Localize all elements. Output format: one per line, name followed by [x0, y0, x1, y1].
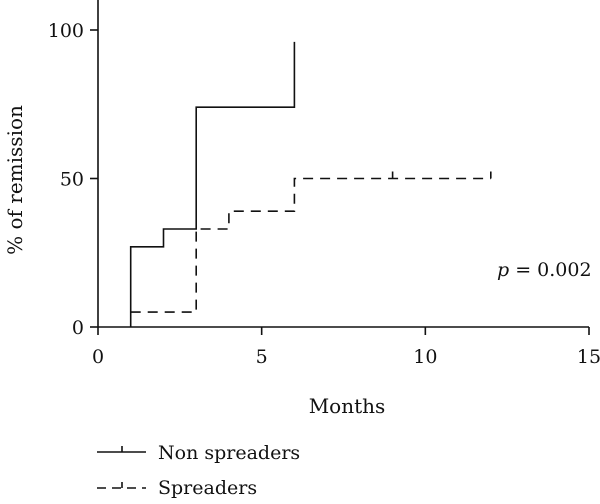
x-tick-label: 0 — [92, 346, 104, 368]
p-value-text: = 0.002 — [509, 259, 591, 281]
axes — [97, 0, 589, 328]
p-value-annotation: p = 0.002 — [497, 259, 592, 281]
ticks: 0 5 10 15 0 50 100 — [48, 20, 600, 368]
y-tick-label: 0 — [72, 317, 84, 339]
legend-label-spreaders: Spreaders — [158, 477, 257, 499]
x-tick-label: 5 — [256, 346, 268, 368]
series-line-spreaders — [130, 177, 491, 313]
x-tick-label: 10 — [413, 346, 437, 368]
legend: Non spreaders Spreaders — [97, 442, 300, 499]
y-axis-title: % of remission — [3, 105, 27, 255]
x-axis-title: Months — [309, 394, 386, 418]
y-tick-label: 50 — [60, 169, 84, 191]
x-tick-label: 15 — [577, 346, 600, 368]
legend-entry-non-spreaders: Non spreaders — [97, 442, 300, 464]
p-value-symbol: p — [497, 259, 509, 281]
legend-label-non-spreaders: Non spreaders — [158, 442, 300, 464]
legend-swatch-solid — [97, 446, 146, 453]
series-group — [129, 41, 492, 327]
legend-swatch-dashed — [97, 482, 146, 489]
series-line-non-spreaders — [129, 41, 296, 327]
y-tick-label: 100 — [48, 20, 84, 42]
legend-entry-spreaders: Spreaders — [97, 477, 257, 499]
